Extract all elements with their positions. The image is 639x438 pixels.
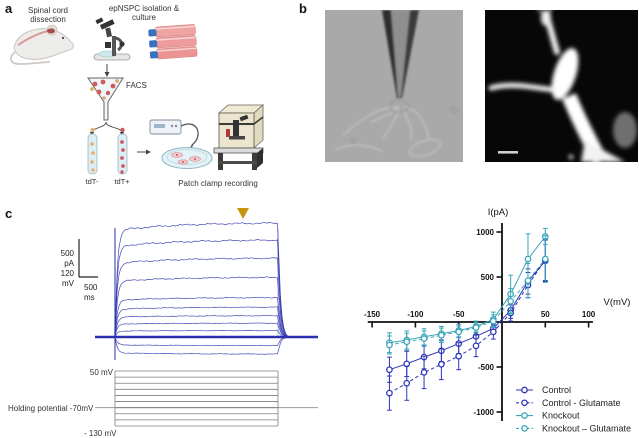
y-tick-label: 1000 xyxy=(476,228,494,237)
data-point-marker xyxy=(472,342,480,350)
arrowhead-marker-icon xyxy=(237,208,249,219)
tdt-neg-tube-icon xyxy=(87,127,98,175)
scale-bar xyxy=(498,151,518,154)
fluorescent-cell xyxy=(488,10,637,162)
panel-a-label: a xyxy=(5,1,13,16)
arrow-down-icon xyxy=(104,64,110,77)
culture-label-line1: epNSPC isolation & xyxy=(109,4,180,13)
amplifier-icon xyxy=(149,119,182,135)
panel-b-label: b xyxy=(299,1,307,16)
patch-clamp-label: Patch clamp recording xyxy=(178,179,258,188)
legend-label: Control - Glutamate xyxy=(542,398,621,408)
x-tick-label: 50 xyxy=(541,310,550,319)
holding-potential-label: Holding potential -70mV xyxy=(8,404,94,413)
data-point-marker xyxy=(524,255,532,263)
iv-series xyxy=(386,238,549,411)
scalebar-time-unit: ms xyxy=(84,293,95,302)
tdt-pos-tube-icon xyxy=(117,127,128,175)
x-tick-label: -100 xyxy=(407,310,424,319)
iv-curve-chart: -150 -100 -50 50 100 1000 500 -500 -1000 I(pA) V(m… xyxy=(364,207,631,433)
culture-label-line2: culture xyxy=(132,13,157,22)
data-point-marker xyxy=(472,324,480,331)
arrow-right-icon xyxy=(137,149,151,155)
panel-a-schematic: Spinal cord dissection epNSPC isolation … xyxy=(9,4,265,188)
data-point-marker xyxy=(420,369,428,376)
y-tick-label: -500 xyxy=(478,363,495,372)
scalebar-voltage-value: 120 xyxy=(61,269,75,278)
culture-flasks-icon xyxy=(148,24,198,60)
mouse-icon xyxy=(9,24,74,65)
data-point-marker xyxy=(403,338,411,346)
data-point-marker xyxy=(541,255,549,263)
data-point-marker xyxy=(524,277,532,284)
data-point-marker xyxy=(507,297,515,305)
data-point-marker xyxy=(438,360,445,368)
data-point-marker xyxy=(386,366,393,374)
x-axis-title: V(mV) xyxy=(604,297,631,308)
data-point-marker xyxy=(489,317,497,325)
iv-series xyxy=(386,235,549,355)
voltage-step-protocol xyxy=(95,370,318,427)
y-tick-label: -1000 xyxy=(474,408,495,417)
faraday-cage-icon xyxy=(213,104,265,170)
protocol-bottom-label: - 130 mV xyxy=(84,429,117,438)
fluorescence-micrograph xyxy=(485,10,638,162)
petri-dish-icon xyxy=(161,147,213,169)
microscope-icon xyxy=(93,17,131,61)
scalebar-current-unit: pA xyxy=(64,259,74,268)
x-tick-label: 100 xyxy=(582,310,596,319)
iv-legend: Control Control - Glutamate Knockout Knocko… xyxy=(516,385,631,433)
facs-funnel-icon xyxy=(87,77,124,121)
data-point-marker xyxy=(455,328,463,336)
voltage-clamp-traces: 500 pA 120 mV 500 ms 50 mV Holding poten… xyxy=(8,208,318,438)
x-tick-label: -150 xyxy=(364,310,381,319)
protocol-top-label: 50 mV xyxy=(90,368,114,377)
data-point-marker xyxy=(403,379,411,387)
data-point-marker xyxy=(420,335,428,342)
iv-series xyxy=(386,227,549,354)
data-point-marker xyxy=(489,328,497,336)
facs-label: FACS xyxy=(126,81,147,90)
tdt-pos-label: tdT+ xyxy=(114,177,130,186)
legend-label: Control xyxy=(542,385,571,395)
data-point-marker xyxy=(386,341,393,349)
panel-c-label: c xyxy=(5,206,13,221)
tdt-neg-label: tdT- xyxy=(86,177,99,186)
data-point-marker xyxy=(386,389,393,397)
scalebar-current-value: 500 xyxy=(61,249,75,258)
scalebar-voltage-unit: mV xyxy=(62,279,75,288)
data-point-marker xyxy=(438,331,445,339)
legend-label: Knockout xyxy=(542,411,580,421)
current-traces xyxy=(95,221,318,360)
scalebar-icon xyxy=(78,239,98,278)
scalebar-time-value: 500 xyxy=(84,283,98,292)
x-tick-label: -50 xyxy=(453,310,465,319)
split-arrows-icon xyxy=(89,121,125,136)
legend-label: Knockout – Glutamate xyxy=(542,423,631,433)
brightfield-micrograph xyxy=(325,10,463,162)
y-axis-title: I(pA) xyxy=(488,207,509,218)
dissection-label-line1: Spinal cord xyxy=(28,6,68,15)
y-tick-label: 500 xyxy=(481,273,495,282)
data-point-marker xyxy=(455,352,463,360)
dissection-label-line2: dissection xyxy=(30,15,66,24)
